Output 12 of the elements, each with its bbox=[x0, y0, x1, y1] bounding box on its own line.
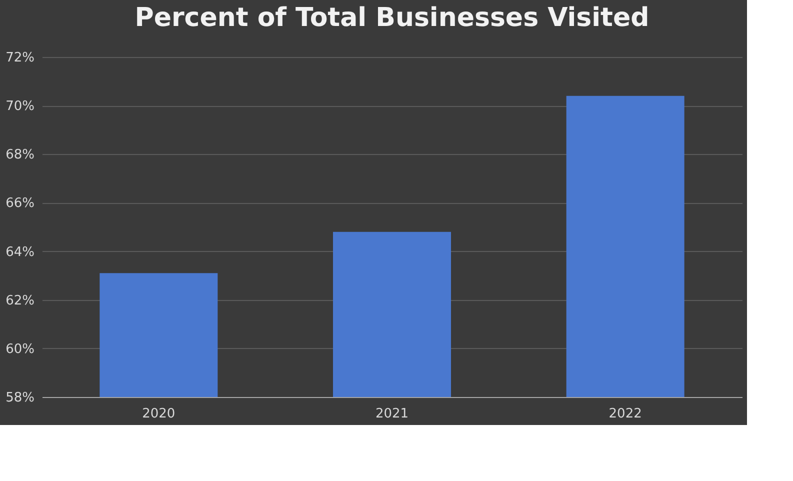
x-tick-label: 2022 bbox=[608, 406, 642, 422]
y-tick-label: 68% bbox=[6, 148, 34, 163]
y-tick-label: 72% bbox=[6, 50, 34, 66]
chart-title: Percent of Total Businesses Visited bbox=[134, 3, 650, 33]
y-tick-label: 70% bbox=[6, 99, 34, 114]
x-tick-label: 2021 bbox=[375, 406, 409, 422]
y-tick-label: 66% bbox=[6, 196, 34, 212]
y-tick-label: 58% bbox=[6, 390, 34, 406]
y-tick-label: 64% bbox=[6, 244, 34, 260]
y-tick-label: 62% bbox=[6, 293, 34, 308]
x-tick-label: 2020 bbox=[142, 406, 176, 422]
y-tick-label: 60% bbox=[6, 342, 34, 357]
